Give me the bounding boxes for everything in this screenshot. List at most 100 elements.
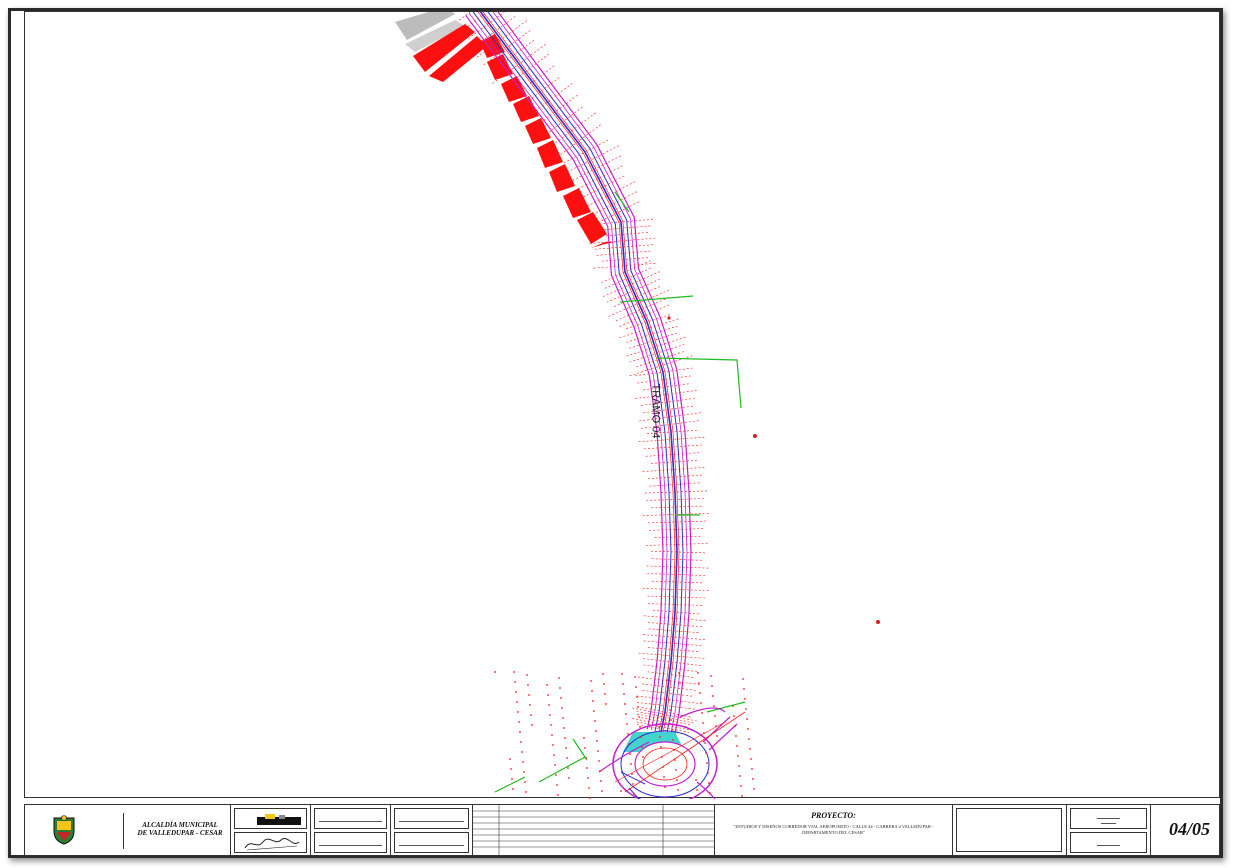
annotation-dot xyxy=(586,767,588,769)
road-alignment xyxy=(465,12,692,735)
section-tick xyxy=(643,405,693,414)
section-tick xyxy=(648,628,699,633)
section-tick xyxy=(638,652,705,659)
section-tick xyxy=(624,314,670,330)
approval-cell xyxy=(391,805,473,855)
organization-name: ALCALDÍA MUNICIPAL DE VALLEDUPAR - CESAR xyxy=(125,821,235,837)
annotation-dot xyxy=(664,786,666,788)
annotation-dot xyxy=(739,775,741,777)
annotation-dots xyxy=(494,671,755,799)
annotation-dot xyxy=(510,768,512,770)
annotation-dot xyxy=(552,744,554,746)
road-line-1 xyxy=(492,12,688,735)
project-description: "ESTUDIOS Y DISEÑOS CORREDOR VIAL AEROPU… xyxy=(733,824,934,835)
section-tick xyxy=(500,53,550,91)
section-tick xyxy=(601,271,660,298)
annotation-dot xyxy=(708,782,710,784)
section-tick xyxy=(646,647,698,652)
annotation-dot xyxy=(584,747,586,749)
section-tick xyxy=(483,30,531,66)
annotation-dot xyxy=(672,739,674,741)
annotation-dot xyxy=(590,680,592,682)
revisions-grid xyxy=(473,805,715,855)
annotation-dot xyxy=(630,763,632,765)
section-tick xyxy=(619,304,670,327)
section-tick xyxy=(457,12,471,22)
section-tick xyxy=(474,16,516,47)
section-tick xyxy=(642,444,702,450)
section-tick xyxy=(649,505,702,509)
annotation-dot xyxy=(603,683,605,685)
annotation-dot xyxy=(601,790,603,792)
annotation-dot xyxy=(707,772,709,774)
annotation-dot xyxy=(626,723,628,725)
annotation-dot xyxy=(750,758,752,760)
annotation-dot xyxy=(658,726,660,728)
annotation-dot xyxy=(596,740,598,742)
annotation-dot xyxy=(741,795,743,797)
section-tick xyxy=(645,430,697,434)
revisions-table xyxy=(473,805,715,855)
section-tick xyxy=(589,219,653,225)
annotation-dot xyxy=(557,794,559,796)
contractor-logo xyxy=(257,814,301,825)
section-tick xyxy=(640,683,696,691)
annotation-dot xyxy=(549,714,551,716)
annotation-dot xyxy=(633,793,635,795)
existing-road-2 xyxy=(405,20,465,52)
section-tick xyxy=(589,237,656,244)
annotation-dot xyxy=(518,721,520,723)
road-line-4 xyxy=(479,12,678,733)
road-line-6 xyxy=(472,12,672,731)
organization-cell: ALCALDÍA MUNICIPAL DE VALLEDUPAR - CESAR xyxy=(25,805,231,855)
annotation-dot xyxy=(639,726,641,728)
section-tick xyxy=(639,398,695,406)
annotation-dot xyxy=(669,709,671,711)
reviewer-box-2 xyxy=(314,832,387,853)
section-tick xyxy=(642,588,709,591)
section-tick xyxy=(466,12,505,41)
annotation-dot xyxy=(563,727,565,729)
scale-box xyxy=(1070,808,1147,829)
annotation-dot xyxy=(599,770,601,772)
road-line-5 xyxy=(477,12,676,732)
annotation-dot xyxy=(738,765,740,767)
road-line-7 xyxy=(468,12,668,731)
existing-road xyxy=(395,12,455,40)
annotation-dot xyxy=(732,705,734,707)
annotation-dot xyxy=(560,697,562,699)
annotation-dot xyxy=(699,692,701,694)
annotation-dot xyxy=(554,764,556,766)
annotation-dot xyxy=(519,731,521,733)
contractor-cell xyxy=(231,805,311,855)
annotation-dot xyxy=(637,706,639,708)
annotation-dot xyxy=(749,748,751,750)
annotation-dot xyxy=(695,779,697,781)
section-tick xyxy=(586,191,638,218)
annotation-dot xyxy=(706,762,708,764)
annotation-dot xyxy=(595,730,597,732)
annotation-dot xyxy=(734,725,736,727)
annotation-dot xyxy=(594,720,596,722)
annotation-dot xyxy=(666,679,668,681)
section-tick xyxy=(643,640,702,646)
annotation-dot xyxy=(593,710,595,712)
annotation-dot xyxy=(663,776,665,778)
annotation-dot xyxy=(524,781,526,783)
section-label: TRAMO 04 xyxy=(649,383,662,439)
annotation-dot xyxy=(698,682,700,684)
section-tick xyxy=(634,695,699,704)
drawing-area: TRAMO 04 xyxy=(24,11,1220,799)
annotation-dot xyxy=(512,788,514,790)
annotation-dot xyxy=(562,717,564,719)
section-tick xyxy=(647,573,706,576)
annotation-dot xyxy=(702,722,704,724)
section-tick xyxy=(637,375,691,384)
annotation-dot xyxy=(631,773,633,775)
reviewer-cell xyxy=(311,805,391,855)
section-tick xyxy=(641,420,699,429)
annotation-dot xyxy=(629,753,631,755)
reviewer-box-1 xyxy=(314,808,387,829)
annotation-dot xyxy=(703,732,705,734)
annotation-dot xyxy=(598,760,600,762)
